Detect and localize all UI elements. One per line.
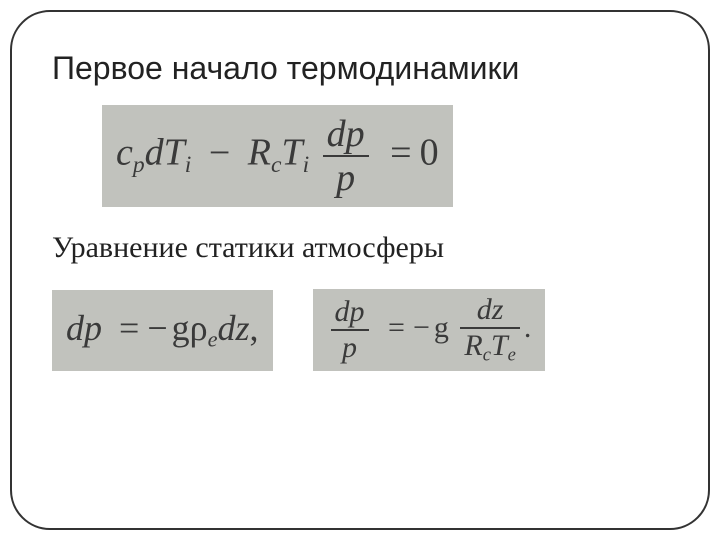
eq3-lhs-frac: dpp xyxy=(331,297,369,363)
eq2-minus: − xyxy=(147,310,167,346)
equation-1-wrap: cpdTi − RcTi dpp =0 xyxy=(102,105,668,207)
eq1-eq: = xyxy=(390,132,411,174)
eq1-frac: dpp xyxy=(323,115,369,197)
eq3-trail: . xyxy=(524,311,532,344)
eq3-g: g xyxy=(434,311,449,344)
eq2-rho: ρ xyxy=(190,308,208,348)
eq2-rho-sub: e xyxy=(208,326,218,351)
eq1-c: c xyxy=(116,132,133,174)
eq1-dT-sub: i xyxy=(185,152,192,178)
eq1-R: R xyxy=(248,132,271,174)
eq3-minus: − xyxy=(413,313,430,343)
eq2-g: g xyxy=(172,308,190,348)
eq3-T: T xyxy=(491,329,508,362)
eq3-rhs-frac: dzRcTe xyxy=(460,295,520,365)
eq1-R-sub: c xyxy=(271,152,281,178)
eq1-minus: − xyxy=(209,134,230,172)
eq1-T: T xyxy=(281,132,302,174)
eq3-R: R xyxy=(464,329,482,362)
equation-2: dp =−gρedz, xyxy=(52,290,273,371)
eq1-c-sub: p xyxy=(133,152,145,178)
slide-frame: Первое начало термодинамики cpdTi − RcTi… xyxy=(10,10,710,530)
equation-1: cpdTi − RcTi dpp =0 xyxy=(102,105,453,207)
eq1-rhs: 0 xyxy=(420,132,439,174)
eq3-lhs-num: dp xyxy=(331,297,369,331)
equation-3: dpp =−g dzRcTe. xyxy=(313,289,546,371)
eq1-T-sub: i xyxy=(303,152,310,178)
eq2-dz: dz xyxy=(218,308,250,348)
eq3-T-sub: e xyxy=(508,345,516,366)
eq3-lhs-den: p xyxy=(331,331,369,363)
eq1-frac-den: p xyxy=(323,157,369,197)
eq1-frac-num: dp xyxy=(323,115,369,157)
slide-heading: Первое начало термодинамики xyxy=(52,50,668,87)
eq3-rhs-num: dz xyxy=(460,295,520,329)
eq1-dT: dT xyxy=(145,132,185,174)
eq2-eq: = xyxy=(119,308,139,348)
eq3-rhs-den: RcTe xyxy=(460,329,520,365)
eq3-eq: = xyxy=(388,311,405,344)
eq2-trail: , xyxy=(250,308,259,348)
slide-subheading: Уравнение статики атмосферы xyxy=(52,231,668,265)
equation-row: dp =−gρedz, dpp =−g dzRcTe. xyxy=(52,289,668,371)
eq3-R-sub: c xyxy=(483,345,491,366)
eq2-lhs: dp xyxy=(66,308,102,348)
